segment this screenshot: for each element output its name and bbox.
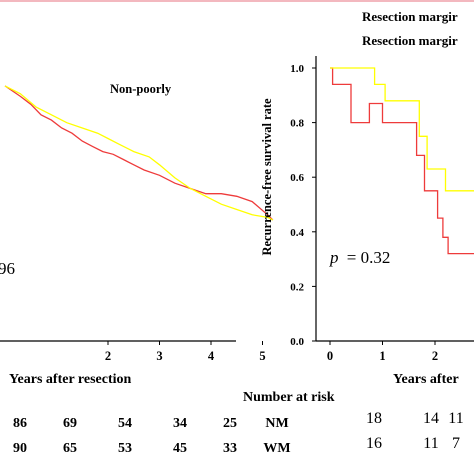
right-risk-table: NM WM 18 14 11 16 11 7 bbox=[263, 410, 463, 456]
right-y-tick-label: 0.8 bbox=[290, 118, 304, 130]
right-y-tick-label: 1.0 bbox=[290, 63, 304, 75]
left-survival-curves bbox=[4, 85, 274, 221]
right-y-axis-label: Recurrence-free survival rate bbox=[260, 98, 274, 256]
left-risk-cell: 65 bbox=[63, 441, 77, 456]
right-risk-cell: 11 bbox=[448, 410, 463, 427]
right-risk-row-label: NM bbox=[265, 416, 288, 431]
left-risk-table: 86 69 54 34 25 90 65 53 45 33 bbox=[13, 416, 237, 456]
right-risk-cell: 18 bbox=[366, 410, 382, 427]
legend-entry-2: Resection margir bbox=[362, 33, 458, 48]
left-series-1-line bbox=[4, 85, 274, 221]
right-x-tick-label: 0 bbox=[327, 349, 333, 363]
left-risk-cell: 45 bbox=[173, 441, 187, 456]
right-y-tick-label: 0.2 bbox=[290, 281, 304, 293]
right-survival-curves bbox=[330, 67, 474, 255]
right-x-tick-label: 2 bbox=[432, 349, 438, 363]
left-risk-cell: 90 bbox=[13, 441, 27, 456]
right-y-tick-label: 0.6 bbox=[290, 172, 304, 184]
right-y-tick-label: 0.4 bbox=[290, 227, 304, 239]
risk-table-title: Number at risk bbox=[243, 390, 335, 405]
right-x-axis-label: Years after bbox=[393, 372, 459, 387]
right-risk-cell: 7 bbox=[452, 435, 460, 452]
right-x-tick-label: 1 bbox=[379, 349, 385, 363]
left-risk-cell: 53 bbox=[118, 441, 132, 456]
right-x-ticks: 0 1 2 bbox=[327, 341, 438, 363]
left-x-tick-label: 4 bbox=[208, 349, 215, 363]
left-risk-cell: 86 bbox=[13, 416, 27, 431]
left-x-tick-label: 2 bbox=[105, 349, 111, 363]
left-x-tick-label: 5 bbox=[259, 349, 265, 363]
right-y-ticks: 0.0 0.2 0.4 0.6 0.8 1.0 bbox=[290, 63, 316, 348]
left-p-value: 96 bbox=[0, 259, 15, 278]
left-risk-cell: 25 bbox=[223, 416, 237, 431]
left-series-2-line bbox=[4, 85, 274, 221]
left-x-axis-label: Years after resection bbox=[9, 372, 132, 387]
right-risk-cell: 11 bbox=[423, 435, 438, 452]
top-rule bbox=[0, 0, 474, 2]
right-panel: 0.0 0.2 0.4 0.6 0.8 1.0 0 1 2 Recurrence-free s… bbox=[243, 9, 474, 456]
right-p-value: p = 0.32 bbox=[329, 248, 390, 267]
right-series-nm-line bbox=[330, 67, 474, 255]
left-risk-cell: 34 bbox=[173, 416, 187, 431]
right-risk-row-label: WM bbox=[263, 441, 290, 456]
left-risk-cell: 54 bbox=[118, 416, 132, 431]
right-risk-cell: 16 bbox=[366, 435, 382, 452]
left-panel-title: Non-poorly bbox=[110, 82, 172, 96]
right-risk-cell: 14 bbox=[423, 410, 439, 427]
right-y-tick-label: 0.0 bbox=[290, 336, 304, 348]
legend-entry-1: Resection margir bbox=[362, 9, 458, 24]
left-x-ticks: 2 3 4 5 bbox=[105, 341, 266, 363]
left-risk-cell: 33 bbox=[223, 441, 237, 456]
left-x-tick-label: 3 bbox=[156, 349, 162, 363]
left-risk-cell: 69 bbox=[63, 416, 77, 431]
right-p-text: = 0.32 bbox=[347, 248, 391, 267]
right-p-symbol: p bbox=[329, 248, 339, 267]
right-series-wm-line bbox=[330, 67, 474, 192]
